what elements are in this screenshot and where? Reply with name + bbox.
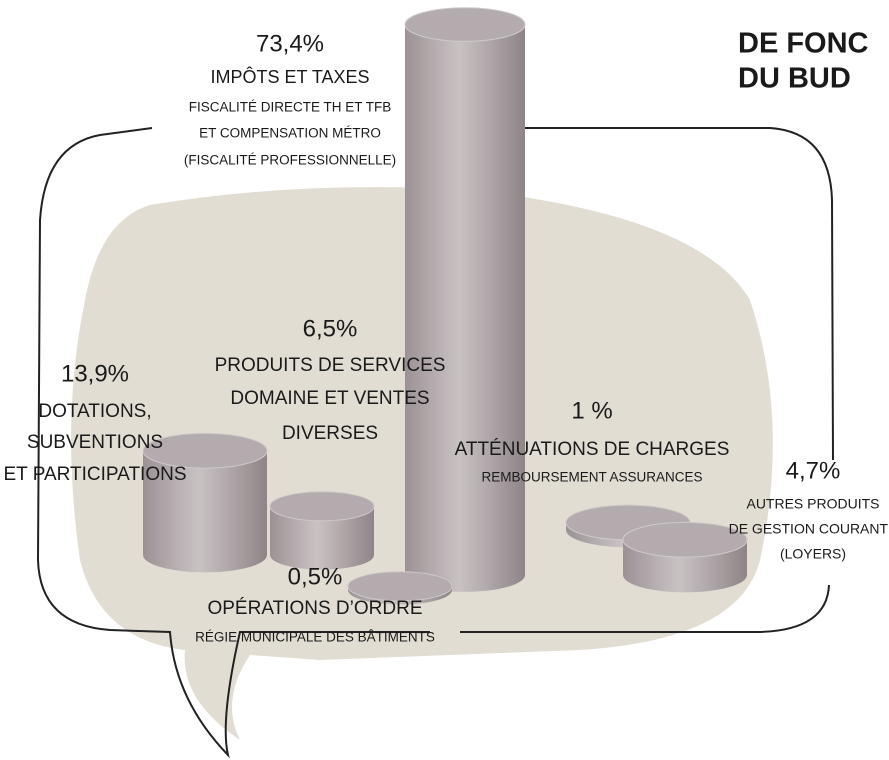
category-label: AUTRES PRODUITS	[746, 496, 879, 512]
value-label: 6,5%	[303, 315, 358, 342]
value-label: 1 %	[571, 397, 612, 424]
value-label: 73,4%	[256, 30, 324, 57]
detail-label: FISCALITÉ DIRECTE TH ET TFB	[189, 100, 392, 115]
category-label: DOTATIONS,	[38, 401, 151, 422]
detail-label: REMBOURSEMENT ASSURANCES	[481, 470, 702, 485]
cylinder-top	[269, 491, 375, 522]
cylinder-body	[405, 24, 525, 592]
cylinder-top	[347, 571, 453, 602]
cylinder-top	[142, 432, 268, 469]
detail-label: RÉGIE MUNICIPALE DES BÂTIMENTS	[195, 630, 435, 645]
value-label: 4,7%	[786, 457, 841, 484]
cylinder-top	[622, 521, 748, 558]
cylinder-body	[143, 450, 267, 573]
category-label: SUBVENTIONS	[27, 432, 163, 453]
category-label: ATTÉNUATIONS DE CHARGES	[455, 439, 730, 460]
title: DE FONC	[738, 28, 869, 60]
bubble-outline	[36, 127, 834, 759]
category-label: (LOYERS)	[780, 546, 846, 562]
cylinder-top	[404, 7, 526, 42]
title: DU BUD	[738, 63, 851, 95]
value-label: 0,5%	[288, 563, 343, 590]
detail-label: ET COMPENSATION MÉTRO	[199, 126, 381, 141]
category-label: PRODUITS DE SERVICES	[215, 355, 446, 376]
detail-label: (FISCALITÉ PROFESSIONNELLE)	[184, 153, 396, 168]
cylinder-body	[270, 506, 374, 570]
category-label: OPÉRATIONS D’ORDRE	[207, 598, 422, 619]
category-label: DIVERSES	[282, 423, 378, 444]
category-label: IMPÔTS ET TAXES	[210, 66, 369, 87]
category-label: DOMAINE ET VENTES	[230, 388, 429, 409]
category-label: ET PARTICIPATIONS	[4, 464, 187, 485]
category-label: DE GESTION COURANTE	[729, 521, 889, 537]
value-label: 13,9%	[61, 360, 129, 387]
